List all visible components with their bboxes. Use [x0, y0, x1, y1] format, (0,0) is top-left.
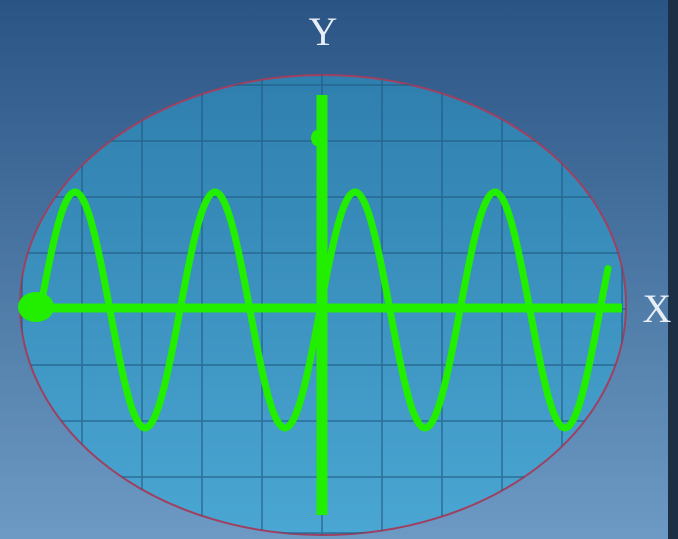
y-label: Y	[309, 9, 338, 54]
marker-dot	[311, 130, 323, 146]
x-label: X	[643, 286, 672, 331]
edge-strip	[668, 0, 678, 539]
page: Y X (() => { const data = JSON.parse(doc…	[0, 0, 678, 539]
scope-diagram: Y X	[0, 0, 678, 539]
origin-dot	[18, 292, 54, 322]
